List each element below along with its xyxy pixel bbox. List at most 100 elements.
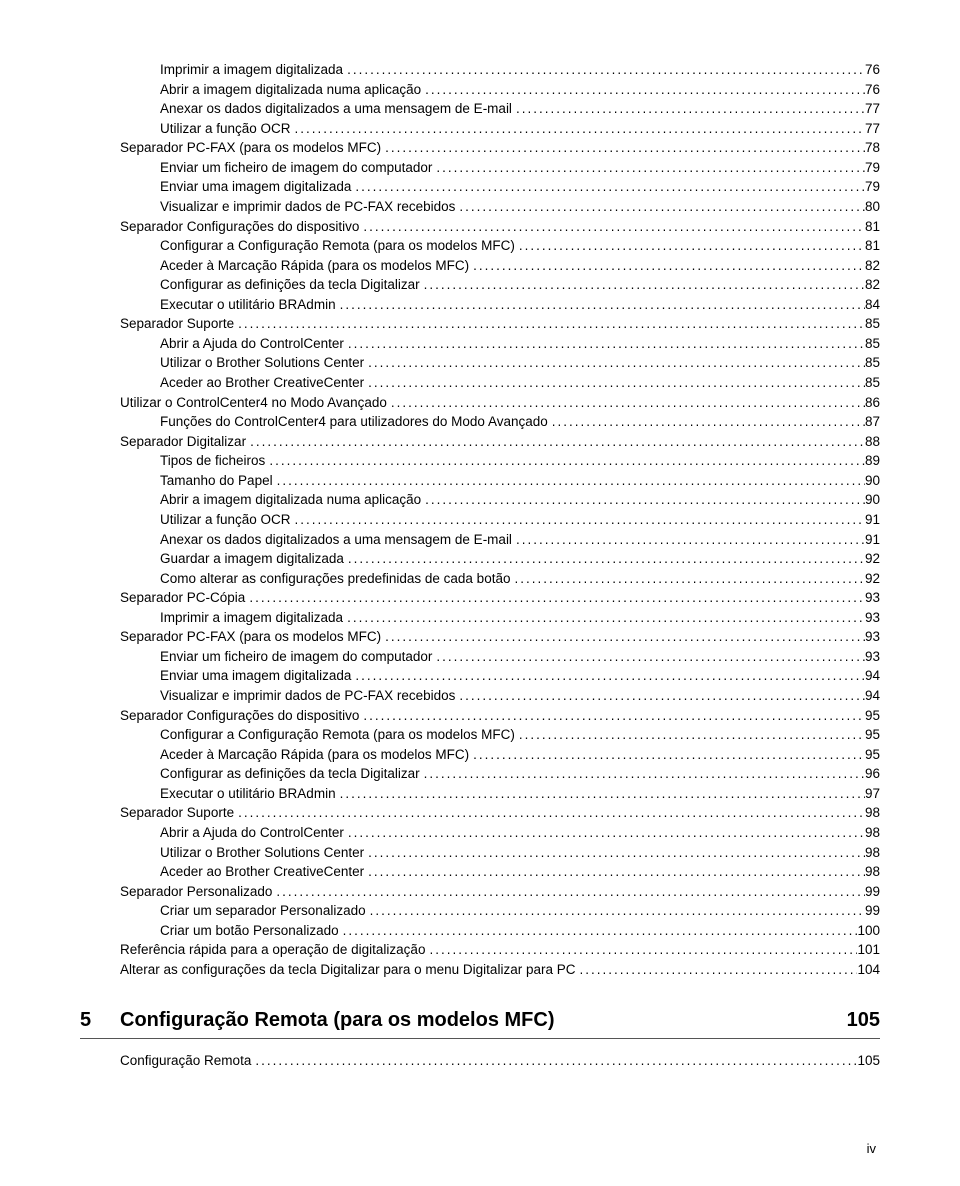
toc-entry[interactable]: Criar um separador Personalizado99: [80, 901, 880, 921]
toc-leader-dots: [469, 745, 865, 765]
toc-entry[interactable]: Separador Configurações do dispositivo81: [80, 217, 880, 237]
toc-entry-title: Funções do ControlCenter4 para utilizado…: [160, 412, 548, 432]
toc-entry[interactable]: Abrir a Ajuda do ControlCenter 85: [80, 334, 880, 354]
toc-entry[interactable]: Enviar um ficheiro de imagem do computad…: [80, 158, 880, 178]
toc-entry[interactable]: Separador Configurações do dispositivo95: [80, 706, 880, 726]
toc-entry[interactable]: Enviar uma imagem digitalizada 79: [80, 177, 880, 197]
toc-entry-title: Abrir a imagem digitalizada numa aplicaç…: [160, 490, 421, 510]
toc-leader-dots: [336, 784, 865, 804]
toc-entry-title: Enviar uma imagem digitalizada: [160, 177, 351, 197]
toc-entry[interactable]: Anexar os dados digitalizados a uma mens…: [80, 530, 880, 550]
toc-entry-page: 82: [865, 275, 880, 295]
toc-leader-dots: [265, 451, 865, 471]
toc-entry[interactable]: Abrir a imagem digitalizada numa aplicaç…: [80, 490, 880, 510]
toc-entry[interactable]: Visualizar e imprimir dados de PC-FAX re…: [80, 197, 880, 217]
toc-entry-page: 93: [865, 647, 880, 667]
toc-entry-page: 82: [865, 256, 880, 276]
toc-leader-dots: [351, 666, 865, 686]
toc-entry[interactable]: Utilizar o Brother Solutions Center85: [80, 353, 880, 373]
toc-entry[interactable]: Separador Digitalizar 88: [80, 432, 880, 452]
toc-entry-page: 79: [865, 177, 880, 197]
toc-entry-page: 81: [865, 236, 880, 256]
toc-entry[interactable]: Visualizar e imprimir dados de PC-FAX re…: [80, 686, 880, 706]
toc-entry[interactable]: Imprimir a imagem digitalizada93: [80, 608, 880, 628]
toc-entry[interactable]: Abrir a Ajuda do ControlCenter98: [80, 823, 880, 843]
toc-leader-dots: [364, 843, 865, 863]
toc-entry-page: 98: [865, 843, 880, 863]
toc-entry[interactable]: Executar o utilitário BRAdmin84: [80, 295, 880, 315]
toc-entry[interactable]: Tamanho do Papel90: [80, 471, 880, 491]
toc-entry-page: 105: [857, 1051, 880, 1071]
toc-leader-dots: [272, 882, 865, 902]
toc-entry[interactable]: Utilizar o ControlCenter4 no Modo Avança…: [80, 393, 880, 413]
toc-entry[interactable]: Configuração Remota105: [80, 1051, 880, 1071]
toc-entry[interactable]: Imprimir a imagem digitalizada76: [80, 60, 880, 80]
toc-leader-dots: [387, 393, 865, 413]
toc-entry[interactable]: Utilizar o Brother Solutions Center 98: [80, 843, 880, 863]
toc-entry-title: Configurar a Configuração Remota (para o…: [160, 236, 515, 256]
toc-entry[interactable]: Referência rápida para a operação de dig…: [80, 940, 880, 960]
toc-entry[interactable]: Separador PC-FAX (para os modelos MFC)78: [80, 138, 880, 158]
toc-entry-page: 76: [865, 80, 880, 100]
toc-entry-page: 85: [865, 334, 880, 354]
toc-entry[interactable]: Tipos de ficheiros89: [80, 451, 880, 471]
toc-entry-page: 89: [865, 451, 880, 471]
toc-entry[interactable]: Separador Personalizado99: [80, 882, 880, 902]
toc-entry-title: Anexar os dados digitalizados a uma mens…: [160, 530, 512, 550]
toc-entry[interactable]: Criar um botão Personalizado 100: [80, 921, 880, 941]
toc-entry[interactable]: Separador Suporte85: [80, 314, 880, 334]
toc-leader-dots: [381, 138, 865, 158]
toc-entry[interactable]: Anexar os dados digitalizados a uma mens…: [80, 99, 880, 119]
toc-entry-page: 100: [857, 921, 880, 941]
toc-entry-title: Visualizar e imprimir dados de PC-FAX re…: [160, 197, 455, 217]
toc-leader-dots: [251, 1051, 857, 1071]
toc-entry-title: Utilizar o Brother Solutions Center: [160, 843, 364, 863]
toc-entry[interactable]: Abrir a imagem digitalizada numa aplicaç…: [80, 80, 880, 100]
toc-entry-page: 88: [865, 432, 880, 452]
toc-entry-title: Separador Configurações do dispositivo: [120, 217, 359, 237]
toc-entry[interactable]: Separador Suporte98: [80, 803, 880, 823]
toc-leader-dots: [246, 432, 865, 452]
toc-entry-title: Configurar a Configuração Remota (para o…: [160, 725, 515, 745]
toc-entry-title: Abrir a Ajuda do ControlCenter: [160, 334, 344, 354]
toc-entry-page: 90: [865, 471, 880, 491]
toc-entry-title: Aceder ao Brother CreativeCenter: [160, 373, 364, 393]
toc-entry[interactable]: Utilizar a função OCR91: [80, 510, 880, 530]
toc-leader-dots: [344, 549, 865, 569]
toc-leader-dots: [455, 686, 865, 706]
toc-entry[interactable]: Funções do ControlCenter4 para utilizado…: [80, 412, 880, 432]
toc-leader-dots: [364, 862, 865, 882]
toc-entry[interactable]: Enviar um ficheiro de imagem do computad…: [80, 647, 880, 667]
toc-entry-page: 87: [865, 412, 880, 432]
toc-entry[interactable]: Enviar uma imagem digitalizada94: [80, 666, 880, 686]
toc-entry-page: 94: [865, 666, 880, 686]
toc-entry[interactable]: Aceder à Marcação Rápida (para os modelo…: [80, 745, 880, 765]
toc-entry-title: Criar um botão Personalizado: [160, 921, 339, 941]
toc-entry[interactable]: Alterar as configurações da tecla Digita…: [80, 960, 880, 980]
toc-entry[interactable]: Como alterar as configurações predefinid…: [80, 569, 880, 589]
toc-leader-dots: [512, 530, 865, 550]
toc-entry-title: Separador PC-FAX (para os modelos MFC): [120, 138, 381, 158]
toc-entry[interactable]: Separador PC-Cópia93: [80, 588, 880, 608]
toc-entry-page: 95: [865, 725, 880, 745]
toc-entry[interactable]: Executar o utilitário BRAdmin97: [80, 784, 880, 804]
toc-entry-page: 98: [865, 862, 880, 882]
toc-entry-page: 99: [865, 882, 880, 902]
toc-entry-title: Separador PC-Cópia: [120, 588, 245, 608]
toc-entry[interactable]: Separador PC-FAX (para os modelos MFC)93: [80, 627, 880, 647]
toc-entry[interactable]: Configurar a Configuração Remota (para o…: [80, 725, 880, 745]
toc-leader-dots: [420, 275, 865, 295]
toc-entry-page: 95: [865, 706, 880, 726]
toc-entry[interactable]: Utilizar a função OCR77: [80, 119, 880, 139]
toc-entry-page: 84: [865, 295, 880, 315]
toc-entry-title: Separador Digitalizar: [120, 432, 246, 452]
toc-entry[interactable]: Aceder ao Brother CreativeCenter98: [80, 862, 880, 882]
toc-entry[interactable]: Configurar a Configuração Remota (para o…: [80, 236, 880, 256]
toc-entry[interactable]: Aceder ao Brother CreativeCenter85: [80, 373, 880, 393]
toc-entry-title: Utilizar o Brother Solutions Center: [160, 353, 364, 373]
toc-leader-dots: [469, 256, 865, 276]
toc-entry[interactable]: Aceder à Marcação Rápida (para os modelo…: [80, 256, 880, 276]
toc-entry[interactable]: Configurar as definições da tecla Digita…: [80, 764, 880, 784]
toc-entry[interactable]: Configurar as definições da tecla Digita…: [80, 275, 880, 295]
toc-entry[interactable]: Guardar a imagem digitalizada92: [80, 549, 880, 569]
